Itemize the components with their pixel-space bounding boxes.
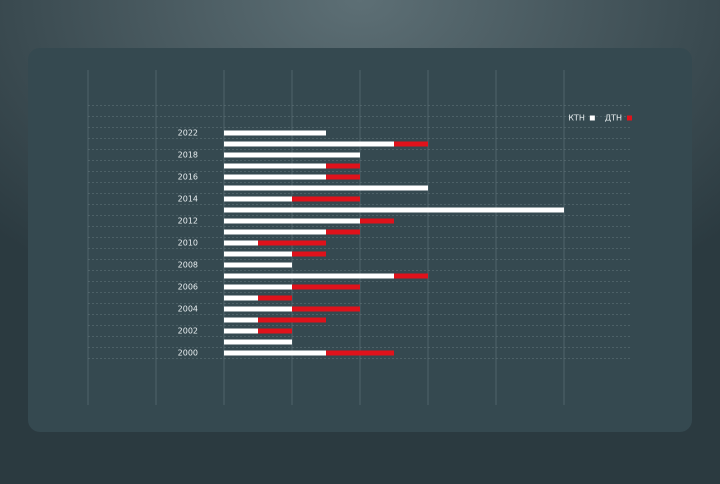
bar	[326, 163, 360, 169]
bar	[224, 284, 292, 290]
bar	[292, 284, 360, 290]
bar	[224, 350, 326, 356]
y-tick-label: 2012	[178, 217, 198, 226]
y-tick-label: 2014	[178, 195, 198, 204]
bar	[224, 152, 360, 158]
bar	[224, 207, 564, 213]
bar	[292, 196, 360, 202]
bar	[224, 339, 292, 345]
bar	[224, 328, 258, 334]
bar	[326, 350, 394, 356]
bar	[224, 185, 428, 191]
y-tick-label: 2008	[178, 261, 198, 270]
bar	[224, 240, 258, 246]
y-tick-label: 2002	[178, 327, 198, 336]
y-tick-label: 2004	[178, 305, 198, 314]
bar	[258, 317, 326, 323]
y-tick-label: 2022	[178, 129, 198, 138]
bar	[394, 141, 428, 147]
bar	[224, 141, 394, 147]
bar	[292, 251, 326, 257]
bar	[224, 306, 292, 312]
bar	[394, 273, 428, 279]
bar	[292, 306, 360, 312]
bar	[224, 251, 292, 257]
legend-swatch	[589, 115, 595, 121]
y-tick-label: 2010	[178, 239, 198, 248]
bar	[224, 262, 292, 268]
bar	[224, 317, 258, 323]
bar	[258, 328, 292, 334]
bar	[224, 196, 292, 202]
y-tick-label: 2006	[178, 283, 198, 292]
bar	[224, 273, 394, 279]
bar	[224, 174, 326, 180]
bar	[258, 240, 326, 246]
bar	[326, 229, 360, 235]
bar	[326, 174, 360, 180]
bar	[258, 295, 292, 301]
legend-label: КТН	[568, 114, 585, 123]
legend-label: ДТН	[605, 114, 622, 123]
y-tick-label: 2000	[178, 349, 198, 358]
bar	[224, 130, 326, 136]
bar	[224, 163, 326, 169]
y-tick-label: 2018	[178, 151, 198, 160]
bar	[224, 295, 258, 301]
y-tick-label: 2016	[178, 173, 198, 182]
bar	[360, 218, 394, 224]
bar	[224, 218, 360, 224]
bar	[224, 229, 326, 235]
legend-swatch	[627, 115, 632, 121]
